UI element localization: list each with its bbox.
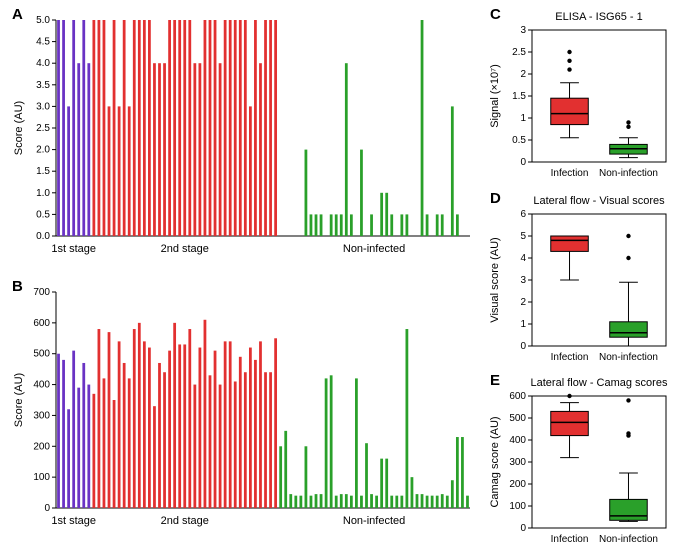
svg-text:5: 5 <box>520 231 526 242</box>
panel-a-chart: 0.0 0.5 1.0 1.5 2.0 2.5 3.0 3.5 4.0 4.5 5.0 Score (… <box>8 12 478 272</box>
svg-text:2.5: 2.5 <box>512 47 526 58</box>
svg-text:5.0: 5.0 <box>36 15 50 26</box>
panel-c-chart: ELISA - ISG65 - 1 0 0.5 1 1.5 2 2.5 3 Signal (×1… <box>486 8 674 188</box>
svg-text:Non-infection: Non-infection <box>599 534 658 545</box>
svg-text:300: 300 <box>33 410 50 421</box>
svg-text:500: 500 <box>509 413 526 424</box>
svg-text:4.5: 4.5 <box>36 37 50 48</box>
svg-text:100: 100 <box>33 472 50 483</box>
svg-text:4.0: 4.0 <box>36 58 50 69</box>
svg-text:600: 600 <box>33 318 50 329</box>
svg-text:0.0: 0.0 <box>36 231 50 242</box>
svg-text:2nd stage: 2nd stage <box>161 515 209 527</box>
svg-text:Infection: Infection <box>551 534 589 545</box>
svg-text:2nd stage: 2nd stage <box>161 243 209 255</box>
svg-text:0: 0 <box>520 157 526 168</box>
svg-text:4: 4 <box>520 253 526 264</box>
svg-text:Camag score (AU): Camag score (AU) <box>489 416 501 507</box>
svg-text:400: 400 <box>33 380 50 391</box>
svg-text:Infection: Infection <box>551 352 589 363</box>
svg-text:1.5: 1.5 <box>512 91 526 102</box>
svg-text:Visual score (AU): Visual score (AU) <box>489 237 501 322</box>
svg-text:0: 0 <box>520 523 526 534</box>
svg-text:0.5: 0.5 <box>36 209 50 220</box>
svg-text:2: 2 <box>520 69 526 80</box>
svg-text:600: 600 <box>509 391 526 402</box>
svg-text:Non-infected: Non-infected <box>343 515 405 527</box>
svg-text:1: 1 <box>520 319 526 330</box>
panel-e-chart: Lateral flow - Camag scores 0 100 200 300 400… <box>486 374 674 554</box>
svg-text:1.0: 1.0 <box>36 188 50 199</box>
svg-text:2.5: 2.5 <box>36 123 50 134</box>
svg-text:100: 100 <box>509 501 526 512</box>
svg-text:Infection: Infection <box>551 168 589 179</box>
svg-text:400: 400 <box>509 435 526 446</box>
svg-text:3: 3 <box>520 25 526 36</box>
svg-text:300: 300 <box>509 457 526 468</box>
svg-text:3.0: 3.0 <box>36 101 50 112</box>
svg-text:200: 200 <box>509 479 526 490</box>
svg-text:Non-infection: Non-infection <box>599 168 658 179</box>
svg-text:1: 1 <box>520 113 526 124</box>
svg-text:2.0: 2.0 <box>36 145 50 156</box>
svg-text:1.5: 1.5 <box>36 166 50 177</box>
svg-text:2: 2 <box>520 297 526 308</box>
svg-text:Non-infection: Non-infection <box>599 352 658 363</box>
svg-text:ELISA - ISG65 - 1: ELISA - ISG65 - 1 <box>555 11 642 23</box>
svg-text:3: 3 <box>520 275 526 286</box>
svg-text:200: 200 <box>33 441 50 452</box>
svg-text:0.5: 0.5 <box>512 135 526 146</box>
svg-text:Score (AU): Score (AU) <box>13 373 25 427</box>
svg-text:Lateral flow - Camag scores: Lateral flow - Camag scores <box>531 377 668 389</box>
svg-text:0: 0 <box>44 503 50 514</box>
svg-text:700: 700 <box>33 287 50 298</box>
svg-text:Lateral flow - Visual scores: Lateral flow - Visual scores <box>533 195 665 207</box>
panel-b-chart: 0 100 200 300 400 500 600 700 Score (AU) 1st stag… <box>8 284 478 544</box>
svg-text:Non-infected: Non-infected <box>343 243 405 255</box>
svg-text:500: 500 <box>33 349 50 360</box>
svg-text:Score (AU): Score (AU) <box>13 101 25 155</box>
svg-text:1st stage: 1st stage <box>51 515 96 527</box>
svg-text:0: 0 <box>520 341 526 352</box>
panel-d-chart: Lateral flow - Visual scores 0 1 2 3 4 5 6 Visua… <box>486 192 674 372</box>
svg-text:Signal (×10⁷): Signal (×10⁷) <box>489 64 501 128</box>
svg-text:3.5: 3.5 <box>36 80 50 91</box>
svg-text:1st stage: 1st stage <box>51 243 96 255</box>
svg-text:6: 6 <box>520 209 526 220</box>
